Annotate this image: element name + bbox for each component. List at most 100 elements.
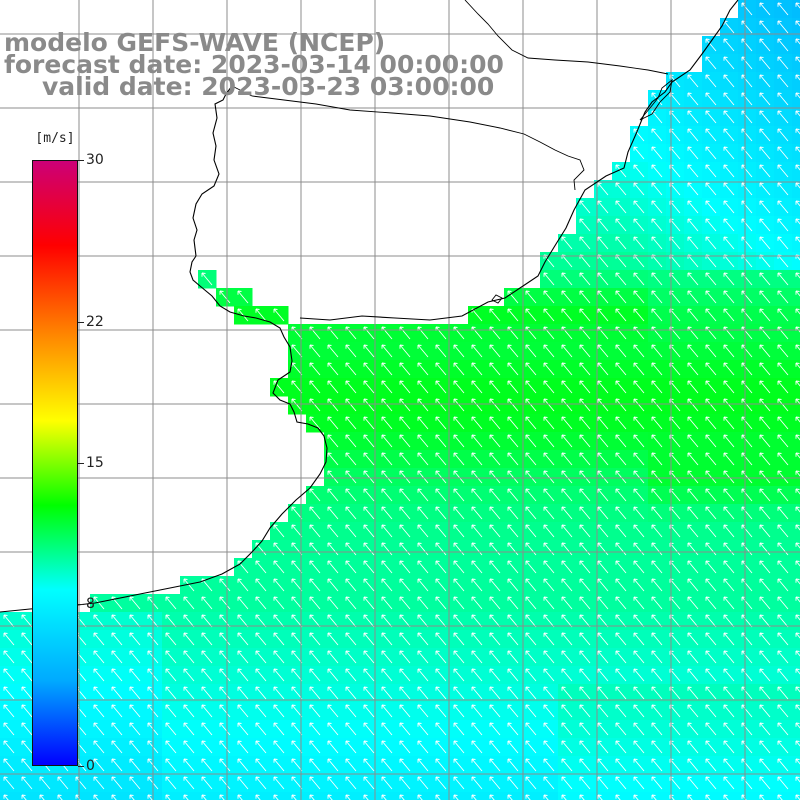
wind-arrow	[759, 560, 771, 574]
wind-speed-cell	[126, 792, 145, 800]
wind-arrow	[795, 794, 800, 800]
wind-arrow	[453, 704, 465, 718]
wind-arrow	[309, 362, 321, 376]
wind-arrow	[309, 650, 321, 664]
wind-arrow	[633, 164, 645, 178]
wind-arrow	[777, 686, 789, 700]
wind-arrow	[489, 542, 501, 556]
wind-arrow	[651, 596, 663, 610]
wind-arrow	[723, 668, 735, 682]
wind-arrow	[525, 722, 537, 736]
wind-arrow	[543, 776, 555, 790]
wind-arrow	[543, 542, 555, 556]
wind-arrow	[597, 506, 609, 520]
wind-arrow	[705, 704, 717, 718]
wind-arrow	[399, 506, 411, 520]
wind-arrow	[723, 506, 735, 520]
wind-arrow	[579, 416, 591, 430]
wind-arrow	[507, 758, 519, 772]
wind-arrow	[201, 632, 213, 646]
wind-arrow	[633, 740, 645, 754]
wind-arrow	[363, 506, 375, 520]
wind-arrow	[453, 614, 465, 628]
wind-arrow	[381, 758, 393, 772]
wind-arrow	[309, 614, 321, 628]
wind-arrow	[759, 506, 771, 520]
wind-arrow	[435, 524, 447, 538]
wind-arrow	[687, 290, 699, 304]
wind-arrow	[471, 560, 483, 574]
wind-arrow	[489, 596, 501, 610]
wind-arrow	[687, 578, 699, 592]
wind-arrow	[291, 704, 303, 718]
wind-arrow	[687, 236, 699, 250]
wind-arrow	[795, 272, 800, 279]
wind-arrow	[633, 380, 645, 394]
wind-arrow	[705, 38, 717, 52]
wind-arrow	[273, 578, 285, 592]
wind-arrow	[561, 236, 573, 250]
wind-arrow	[723, 362, 735, 376]
wind-arrow	[489, 398, 501, 412]
wind-speed-cell	[792, 216, 800, 235]
wind-arrow	[183, 686, 195, 700]
wind-arrow	[489, 632, 501, 646]
wind-arrow	[633, 470, 645, 484]
wind-arrow	[453, 542, 465, 556]
wind-arrow	[687, 488, 699, 502]
wind-arrow	[489, 758, 501, 772]
wind-arrow	[471, 578, 483, 592]
wind-speed-cell	[108, 792, 127, 800]
wind-arrow	[435, 542, 447, 556]
wind-speed-cell	[504, 792, 523, 800]
wind-speed-cell	[792, 306, 800, 325]
wind-arrow	[219, 758, 231, 772]
wind-arrow	[489, 308, 501, 322]
wind-arrow	[93, 668, 105, 682]
wind-arrow	[525, 380, 537, 394]
wind-arrow	[453, 596, 465, 610]
wind-arrow	[129, 794, 135, 800]
wind-arrow	[453, 524, 465, 538]
wind-arrow	[471, 776, 483, 790]
wind-arrow	[777, 758, 789, 772]
wind-arrow	[399, 740, 411, 754]
wind-arrow	[543, 578, 555, 592]
wind-arrow	[507, 614, 519, 628]
wind-arrow	[723, 650, 735, 664]
wind-arrow	[201, 704, 213, 718]
wind-arrow	[381, 470, 393, 484]
wind-arrow	[363, 776, 375, 790]
wind-arrow	[777, 362, 789, 376]
wind-arrow	[525, 578, 537, 592]
wind-arrow	[561, 344, 573, 358]
wind-arrow	[633, 776, 645, 790]
wind-arrow	[579, 362, 591, 376]
wind-arrow	[399, 380, 411, 394]
wind-arrow	[507, 362, 519, 376]
wind-arrow	[561, 416, 573, 430]
wind-arrow	[345, 524, 357, 538]
wind-arrow	[543, 416, 555, 430]
wind-arrow	[579, 272, 591, 286]
wind-arrow	[327, 470, 339, 484]
wind-arrow	[777, 776, 789, 790]
wind-arrow	[435, 434, 447, 448]
wind-arrow	[345, 758, 357, 772]
wind-arrow	[507, 524, 519, 538]
wind-arrow	[615, 596, 627, 610]
wind-arrow	[777, 56, 789, 70]
wind-arrow	[327, 704, 339, 718]
wind-arrow	[93, 722, 105, 736]
wind-arrow	[777, 38, 789, 52]
wind-arrow	[111, 614, 123, 628]
wind-arrow	[687, 632, 699, 646]
wind-arrow	[723, 632, 735, 646]
wind-arrow	[795, 776, 800, 783]
wind-arrow	[723, 146, 735, 160]
wind-arrow	[381, 668, 393, 682]
wind-arrow	[525, 524, 537, 538]
wind-speed-cell	[792, 594, 800, 613]
wind-arrow	[471, 416, 483, 430]
wind-arrow	[291, 776, 303, 790]
